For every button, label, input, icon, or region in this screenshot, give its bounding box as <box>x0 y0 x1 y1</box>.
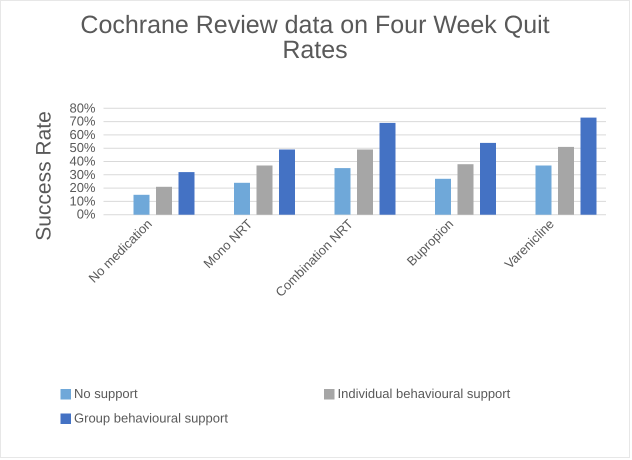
svg-text:Bupropion: Bupropion <box>404 216 457 269</box>
svg-text:Mono NRT: Mono NRT <box>200 216 255 271</box>
svg-text:60%: 60% <box>69 127 95 142</box>
svg-text:Group behavioural support: Group behavioural support <box>74 411 228 426</box>
svg-text:10%: 10% <box>69 193 95 208</box>
svg-text:40%: 40% <box>69 154 95 169</box>
svg-text:Combination NRT: Combination NRT <box>272 216 356 300</box>
svg-text:30%: 30% <box>69 167 95 182</box>
svg-text:70%: 70% <box>69 114 95 129</box>
svg-text:No medication: No medication <box>86 216 155 285</box>
svg-text:Success Rate: Success Rate <box>33 111 56 241</box>
svg-text:50%: 50% <box>69 140 95 155</box>
svg-text:Individual behavioural support: Individual behavioural support <box>338 386 511 401</box>
svg-text:0%: 0% <box>77 207 96 222</box>
svg-text:20%: 20% <box>69 180 95 195</box>
svg-text:80%: 80% <box>69 100 95 115</box>
svg-text:No support: No support <box>74 386 138 401</box>
svg-text:Varenicline: Varenicline <box>502 216 557 271</box>
